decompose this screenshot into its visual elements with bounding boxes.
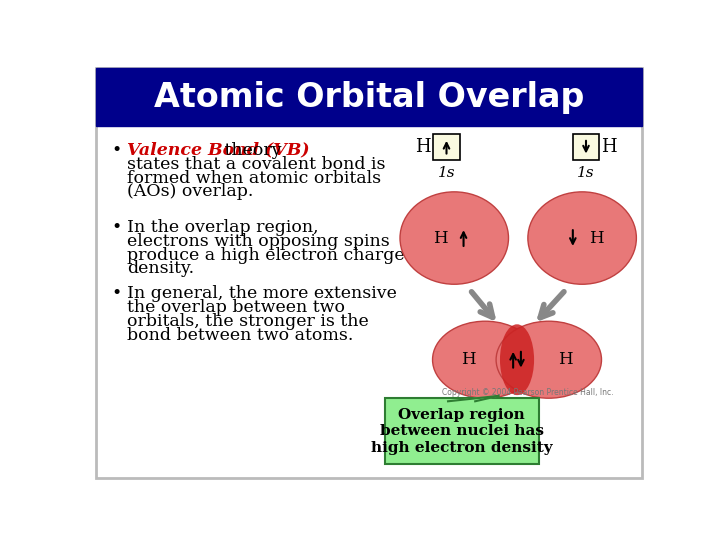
Text: density.: density. (127, 260, 194, 278)
FancyBboxPatch shape (96, 68, 642, 477)
Text: H: H (415, 138, 431, 156)
Text: H: H (461, 351, 475, 368)
Text: H: H (433, 230, 448, 247)
Text: H: H (559, 351, 573, 368)
Text: bond between two atoms.: bond between two atoms. (127, 327, 354, 343)
Text: In general, the more extensive: In general, the more extensive (127, 285, 397, 302)
FancyBboxPatch shape (384, 398, 539, 464)
Text: H: H (589, 230, 603, 247)
Text: 1s: 1s (577, 166, 595, 180)
Ellipse shape (500, 325, 534, 395)
Text: In the overlap region,: In the overlap region, (127, 219, 319, 236)
FancyBboxPatch shape (96, 68, 642, 126)
Text: orbitals, the stronger is the: orbitals, the stronger is the (127, 313, 369, 330)
Text: Overlap region
between nuclei has
high electron density: Overlap region between nuclei has high e… (371, 408, 552, 455)
Text: formed when atomic orbitals: formed when atomic orbitals (127, 170, 382, 186)
Text: •: • (112, 285, 122, 302)
Text: •: • (112, 142, 122, 159)
Ellipse shape (496, 321, 601, 398)
FancyBboxPatch shape (433, 134, 459, 160)
Ellipse shape (400, 192, 508, 284)
Text: electrons with opposing spins: electrons with opposing spins (127, 233, 390, 249)
Text: H: H (601, 138, 617, 156)
Text: states that a covalent bond is: states that a covalent bond is (127, 156, 386, 173)
Text: the overlap between two: the overlap between two (127, 299, 345, 316)
Text: (AOs) overlap.: (AOs) overlap. (127, 184, 253, 200)
Polygon shape (448, 396, 498, 401)
Text: •: • (112, 219, 122, 236)
Text: Atomic Orbital Overlap: Atomic Orbital Overlap (154, 80, 584, 113)
FancyBboxPatch shape (573, 134, 599, 160)
Text: 1s: 1s (438, 166, 455, 180)
Text: produce a high electron charge: produce a high electron charge (127, 247, 405, 264)
Text: Valence Bond (VB): Valence Bond (VB) (127, 142, 310, 159)
Ellipse shape (528, 192, 636, 284)
Text: Copyright © 2004 Pearson Prentice Hall, Inc.: Copyright © 2004 Pearson Prentice Hall, … (442, 388, 613, 397)
Text: theory: theory (219, 142, 282, 159)
Ellipse shape (433, 321, 538, 398)
